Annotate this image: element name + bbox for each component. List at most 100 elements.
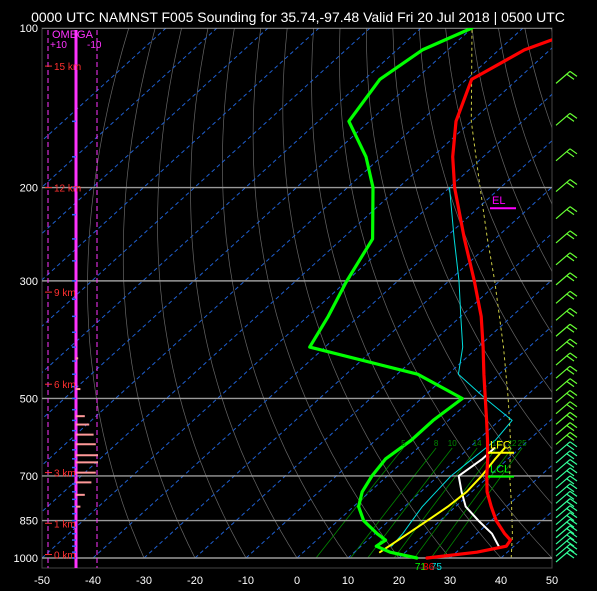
wind-barb-flag: [566, 478, 575, 485]
wind-barb-shaft: [555, 505, 571, 519]
dry-adiabat: [222, 28, 349, 559]
wind-barb-flag: [569, 411, 578, 418]
wind-barb-flag: [566, 151, 575, 158]
mixing-ratio-label: 18: [492, 439, 501, 448]
wind-barb-shaft: [555, 206, 571, 220]
mixing-ratio-line: [315, 447, 404, 559]
wind-barb-flag: [569, 531, 578, 538]
isotherm-line: [42, 93, 552, 559]
wind-barb-flag: [566, 434, 575, 441]
wind-barb-shaft: [555, 307, 571, 321]
wind-barb-flag: [566, 501, 575, 508]
y-tick-label: 300: [20, 276, 38, 288]
wind-barb-shaft: [555, 378, 571, 392]
wind-barb-shaft: [555, 70, 571, 84]
x-tick-label: -30: [136, 575, 152, 587]
wind-barb-flag: [569, 450, 578, 457]
wind-barb-flag: [566, 392, 575, 399]
parcel-line: [457, 447, 500, 548]
wind-barb-flag: [566, 515, 575, 522]
wind-barb-flag: [569, 338, 578, 345]
isotherm-line: [92, 140, 552, 559]
wind-barb-flag: [566, 326, 575, 333]
wind-barb-flag: [569, 505, 578, 512]
wind-barb-flag: [566, 404, 575, 411]
height-label: 0 km: [54, 551, 76, 562]
wind-barb-flag: [566, 493, 575, 500]
mixing-ratio-line: [367, 447, 453, 559]
wind-barb-flag: [569, 490, 578, 497]
wind-barb-shaft: [555, 490, 571, 504]
wind-barb-shaft: [555, 352, 571, 366]
surface-dewpoint-label: 71: [415, 562, 427, 573]
x-tick-label: 0: [294, 575, 300, 587]
wind-barb-flag: [569, 459, 578, 466]
wind-barb-flag: [569, 307, 578, 314]
isotherm-line: [42, 47, 552, 513]
wind-barb-flag: [566, 521, 575, 528]
y-tick-label: 500: [20, 393, 38, 405]
wind-barb-flag: [566, 368, 575, 375]
mixing-ratio-label: 25: [518, 439, 527, 448]
isotherm-line: [42, 28, 473, 420]
wind-barb-flag: [569, 148, 578, 155]
wind-barb-shaft: [555, 431, 571, 445]
wind-barb-flag: [569, 498, 578, 505]
wind-barb-shaft: [555, 389, 571, 403]
dry-adiabat: [190, 28, 298, 559]
wind-barb-flag: [566, 209, 575, 216]
x-tick-label: 40: [495, 575, 507, 587]
wind-barb-flag: [569, 323, 578, 330]
y-tick-label: 700: [20, 471, 38, 483]
annotation-label: LCL: [490, 464, 510, 476]
wind-barb-flag: [569, 441, 578, 448]
surface-temperature-label: 86: [423, 562, 435, 573]
x-tick-label: 50: [546, 575, 558, 587]
wind-barb-flag: [566, 182, 575, 189]
height-label: 3 km: [54, 469, 76, 480]
mixing-ratio-label: 8: [434, 439, 439, 448]
wind-barb-shaft: [555, 543, 571, 557]
x-tick-label: -50: [34, 575, 50, 587]
wind-barb-flag: [569, 422, 578, 429]
wind-barb-flag: [569, 272, 578, 279]
wind-barb-shaft: [555, 512, 571, 526]
isotherm-line: [347, 371, 552, 559]
wind-barb-flag: [566, 381, 575, 388]
mixing-ratio-line: [430, 447, 513, 559]
annotation-label: LFC: [490, 440, 511, 452]
wind-barb-shaft: [555, 365, 571, 379]
wind-barb-shaft: [555, 179, 571, 193]
y-tick-label: 100: [20, 23, 38, 35]
wind-barb-shaft: [555, 531, 571, 545]
omega-tick-label: -10: [87, 40, 102, 51]
wind-barb-shaft: [555, 475, 571, 489]
dry-adiabat: [498, 28, 552, 205]
isotherm-line: [42, 28, 422, 374]
wind-barb-flag: [569, 389, 578, 396]
dry-adiabat: [87, 28, 145, 559]
wind-barb-flag: [569, 518, 578, 525]
mixing-ratio-line: [441, 447, 523, 559]
wind-barb-shaft: [555, 411, 571, 425]
wind-barb-shaft: [555, 525, 571, 539]
wind-barb-flag: [569, 112, 578, 119]
wind-barb-shaft: [555, 230, 571, 244]
isotherm-line: [42, 28, 524, 466]
wind-barb-shaft: [555, 272, 571, 286]
dewpoint-line: [308, 28, 474, 560]
isotherm-line: [449, 464, 552, 559]
dry-adiabat: [578, 28, 597, 558]
wind-barb-flag: [566, 462, 575, 469]
wind-barb-shaft: [555, 459, 571, 472]
wind-barb-flag: [569, 230, 578, 237]
wind-barb-flag: [566, 414, 575, 421]
isotherm-line: [245, 279, 552, 559]
wind-barb-flag: [566, 453, 575, 460]
annotation-label: EL: [492, 195, 505, 207]
wind-barb-flag: [569, 352, 578, 359]
mixing-ratio-label: 14: [473, 439, 482, 448]
wind-barb-flag: [566, 355, 575, 362]
x-tick-label: 30: [444, 575, 456, 587]
